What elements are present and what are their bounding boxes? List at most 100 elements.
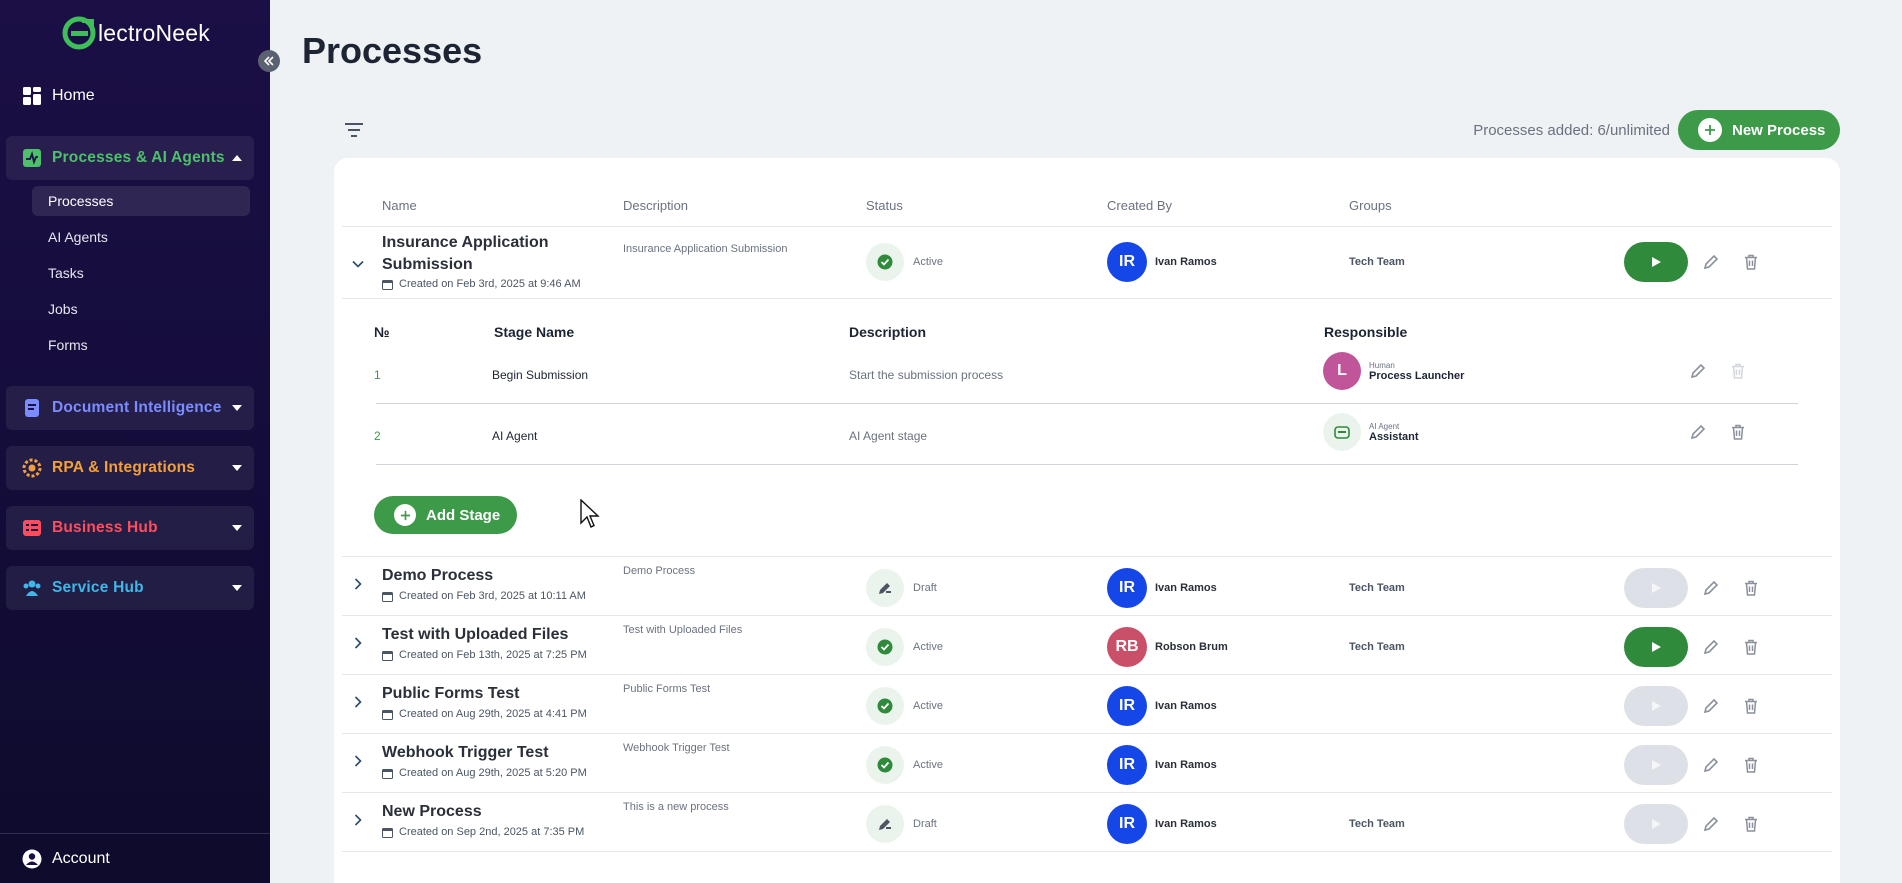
process-description: Public Forms Test (623, 683, 711, 695)
brand-logo[interactable]: lectroNeek (62, 14, 210, 52)
sidebar-item-jobs[interactable]: Jobs (48, 301, 78, 317)
account-menu[interactable]: Account (0, 833, 270, 883)
sidebar-item-processes[interactable]: Processes (32, 186, 250, 216)
nav-group-label: Document Intelligence (52, 399, 222, 416)
process-created: Created on Feb 3rd, 2025 at 10:11 AM (382, 590, 586, 602)
col-header-status: Status (866, 198, 903, 213)
sidebar-item-forms[interactable]: Forms (48, 337, 88, 353)
processes-table: Name Description Status Created By Group… (334, 158, 1840, 883)
process-created: Created on Feb 13th, 2025 at 7:25 PM (382, 649, 587, 661)
status-text: Active (913, 759, 943, 771)
status-badge: Active (866, 687, 943, 725)
nav-group-business-hub[interactable]: Business Hub (6, 506, 254, 550)
edit-icon[interactable] (1689, 362, 1707, 380)
status-badge: Draft (866, 805, 937, 843)
process-name[interactable]: Public Forms Test (382, 685, 520, 702)
edit-icon[interactable] (1702, 638, 1720, 656)
edit-icon[interactable] (1702, 253, 1720, 271)
process-description: This is a new process (623, 801, 729, 813)
trash-icon[interactable] (1742, 756, 1760, 774)
status-text: Active (913, 700, 943, 712)
created-by: RB Robson Brum (1107, 627, 1228, 667)
nav-group-label: Processes & AI Agents (52, 149, 225, 166)
creator-name: Ivan Ramos (1155, 582, 1217, 594)
trash-icon[interactable] (1742, 638, 1760, 656)
process-name[interactable]: New Process (382, 803, 482, 820)
chevron-right-icon[interactable] (352, 696, 364, 708)
created-by: IR Ivan Ramos (1107, 804, 1217, 844)
sidebar-item-ai-agents[interactable]: AI Agents (48, 229, 108, 245)
chevron-right-icon[interactable] (352, 578, 364, 590)
edit-icon[interactable] (1689, 423, 1707, 441)
edit-icon[interactable] (1702, 697, 1720, 715)
dashboard-icon (23, 87, 41, 105)
status-badge: Active (866, 243, 943, 281)
process-name[interactable]: Test with Uploaded Files (382, 626, 569, 643)
process-created: Created on Aug 29th, 2025 at 4:41 PM (382, 708, 587, 720)
stage-name: AI Agent (492, 429, 538, 443)
run-process-button[interactable] (1624, 242, 1688, 282)
process-name[interactable]: Demo Process (382, 567, 494, 584)
chevron-right-icon[interactable] (352, 637, 364, 649)
trash-icon[interactable] (1742, 579, 1760, 597)
process-created-text: Created on Feb 3rd, 2025 at 9:46 AM (399, 278, 581, 290)
stage-description: AI Agent stage (849, 429, 928, 443)
stage-number: 2 (374, 429, 381, 443)
group-tag: Tech Team (1349, 256, 1405, 268)
play-icon (1652, 583, 1661, 593)
sidebar-item-tasks[interactable]: Tasks (48, 265, 84, 281)
trash-icon[interactable] (1742, 697, 1760, 715)
creator-name: Ivan Ramos (1155, 700, 1217, 712)
draft-pencil-icon (866, 805, 904, 843)
edit-icon[interactable] (1702, 815, 1720, 833)
add-stage-button[interactable]: Add Stage (374, 496, 517, 534)
plus-icon (394, 504, 416, 526)
collapse-sidebar-button[interactable] (258, 50, 280, 72)
edit-icon[interactable] (1702, 579, 1720, 597)
creator-name: Ivan Ramos (1155, 759, 1217, 771)
process-name[interactable]: Insurance Application Submission (382, 234, 549, 273)
double-chevron-left-icon (263, 56, 274, 66)
process-created: Created on Aug 29th, 2025 at 5:20 PM (382, 767, 587, 779)
process-description: Insurance Application Submission (623, 243, 788, 255)
nav-group-rpa-integrations[interactable]: RPA & Integrations (6, 446, 254, 490)
play-icon (1652, 760, 1661, 770)
filter-icon[interactable] (344, 120, 366, 140)
trash-icon[interactable] (1729, 423, 1747, 441)
process-name[interactable]: Webhook Trigger Test (382, 744, 549, 761)
run-process-button (1624, 686, 1688, 726)
chevron-down-icon (232, 585, 242, 591)
avatar: IR (1107, 242, 1147, 282)
creator-name: Robson Brum (1155, 641, 1228, 653)
process-created: Created on Sep 2nd, 2025 at 7:35 PM (382, 826, 584, 838)
draft-pencil-icon (866, 569, 904, 607)
stage-header-responsible: Responsible (1324, 324, 1408, 340)
chevron-down-icon[interactable] (352, 258, 364, 270)
status-badge: Active (866, 746, 943, 784)
nav-group-processes-ai-agents[interactable]: Processes & AI Agents (6, 136, 254, 180)
nav-home[interactable]: Home (22, 86, 95, 106)
new-process-button[interactable]: New Process (1678, 110, 1840, 150)
robot-icon (1323, 413, 1361, 451)
chevron-right-icon[interactable] (352, 755, 364, 767)
trash-icon[interactable] (1742, 815, 1760, 833)
nav-group-document-intelligence[interactable]: Document Intelligence (6, 386, 254, 430)
stage-header-name: Stage Name (494, 324, 575, 340)
run-process-button (1624, 804, 1688, 844)
run-process-button[interactable] (1624, 627, 1688, 667)
check-circle-icon (866, 687, 904, 725)
trash-icon[interactable] (1742, 253, 1760, 271)
process-created-text: Created on Aug 29th, 2025 at 5:20 PM (399, 767, 587, 779)
play-icon (1652, 642, 1661, 652)
nav-home-label: Home (52, 87, 95, 104)
responsible-name: Assistant (1369, 430, 1419, 443)
chevron-right-icon[interactable] (352, 814, 364, 826)
nav-group-service-hub[interactable]: Service Hub (6, 566, 254, 610)
nav-group-label: Business Hub (52, 519, 158, 536)
mouse-cursor-icon (580, 499, 600, 528)
responsible-type: AI Agent (1369, 421, 1400, 431)
status-text: Active (913, 641, 943, 653)
created-by: IR Ivan Ramos (1107, 686, 1217, 726)
play-icon (1652, 701, 1661, 711)
edit-icon[interactable] (1702, 756, 1720, 774)
